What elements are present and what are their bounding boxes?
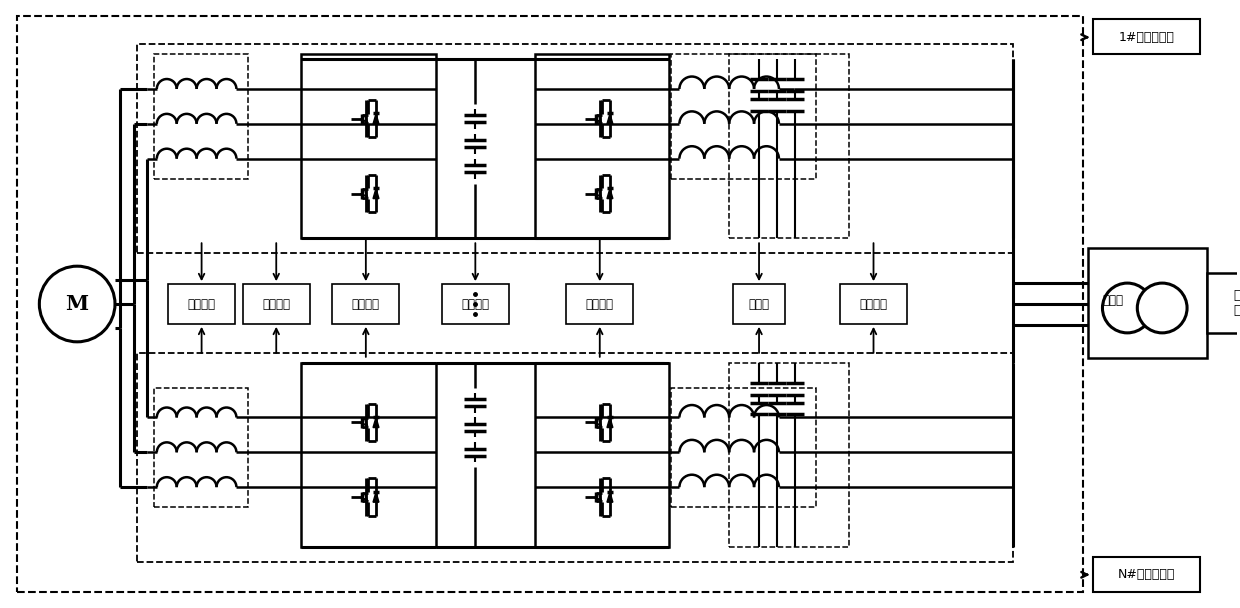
Bar <box>17 16 1083 592</box>
Bar <box>1092 19 1200 54</box>
Circle shape <box>40 266 115 342</box>
Polygon shape <box>606 492 613 502</box>
Text: 机侧开关: 机侧开关 <box>187 297 216 311</box>
Polygon shape <box>606 188 613 199</box>
Polygon shape <box>373 417 379 427</box>
Bar <box>332 284 399 324</box>
Polygon shape <box>373 492 379 502</box>
Text: 电
网: 电 网 <box>1233 289 1240 317</box>
Bar <box>136 353 1013 562</box>
Text: 机侧模块: 机侧模块 <box>352 297 379 311</box>
Bar <box>154 54 248 179</box>
Bar <box>1207 273 1240 333</box>
Text: 母线电容: 母线电容 <box>461 297 490 311</box>
Bar <box>733 284 785 324</box>
Text: 1#风电变流器: 1#风电变流器 <box>1118 31 1174 44</box>
Bar <box>671 388 816 507</box>
Bar <box>841 284 906 324</box>
Text: 滤波柜: 滤波柜 <box>749 297 770 311</box>
Bar <box>671 54 816 179</box>
Polygon shape <box>606 417 613 427</box>
Text: N#风电变流器: N#风电变流器 <box>1117 568 1176 581</box>
Text: 网侧开关: 网侧开关 <box>859 297 888 311</box>
Text: 网侧模块: 网侧模块 <box>585 297 614 311</box>
Bar <box>536 363 670 547</box>
Polygon shape <box>373 114 379 124</box>
Bar <box>536 54 670 238</box>
Bar <box>154 388 248 507</box>
Circle shape <box>1102 283 1152 333</box>
Bar <box>1087 248 1207 358</box>
Bar <box>136 44 1013 254</box>
Bar <box>243 284 310 324</box>
Bar <box>1092 557 1200 592</box>
Text: 机侧电感: 机侧电感 <box>262 297 290 311</box>
Polygon shape <box>373 188 379 199</box>
Circle shape <box>1137 283 1187 333</box>
Polygon shape <box>606 114 613 124</box>
Text: M: M <box>66 294 89 314</box>
Text: 变压器: 变压器 <box>1102 294 1123 306</box>
Bar <box>441 284 508 324</box>
Bar <box>567 284 634 324</box>
Bar <box>729 363 848 547</box>
Bar <box>729 54 848 238</box>
Bar <box>301 363 435 547</box>
Bar <box>169 284 234 324</box>
Bar <box>301 54 435 238</box>
